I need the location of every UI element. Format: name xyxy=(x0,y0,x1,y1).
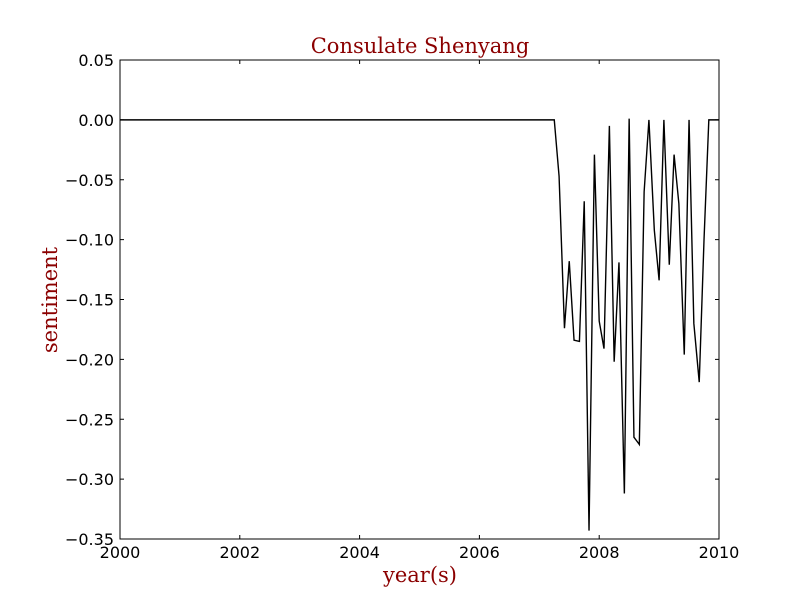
ticks-layer: 2000 2002 2004 2006 2008 2010 0.05 0.00 −0.05 −0.… xyxy=(65,51,739,562)
y-tick-label: 0.00 xyxy=(78,111,114,130)
y-tick-label: −0.35 xyxy=(65,530,114,549)
series-layer xyxy=(120,118,719,531)
x-tick-label: 2006 xyxy=(459,543,500,562)
y-tick-label: −0.30 xyxy=(65,470,114,489)
x-tick-label: 2000 xyxy=(100,543,141,562)
plot-frame xyxy=(119,59,720,540)
x-tick-label: 2008 xyxy=(579,543,620,562)
x-axis-label: year(s) xyxy=(382,563,457,587)
series-line xyxy=(120,118,719,531)
y-tick-label: −0.10 xyxy=(65,231,114,250)
y-tick-label: −0.05 xyxy=(65,171,114,190)
y-tick-label: −0.15 xyxy=(65,291,114,310)
y-tick-label: −0.20 xyxy=(65,350,114,369)
x-tick-label: 2002 xyxy=(219,543,260,562)
chart-title: Consulate Shenyang xyxy=(311,34,530,58)
y-tick-label: −0.25 xyxy=(65,410,114,429)
x-tick-label: 2010 xyxy=(699,543,740,562)
y-tick-label: 0.05 xyxy=(78,51,114,70)
x-tick-label: 2004 xyxy=(339,543,380,562)
y-axis-label: sentiment xyxy=(38,246,62,353)
